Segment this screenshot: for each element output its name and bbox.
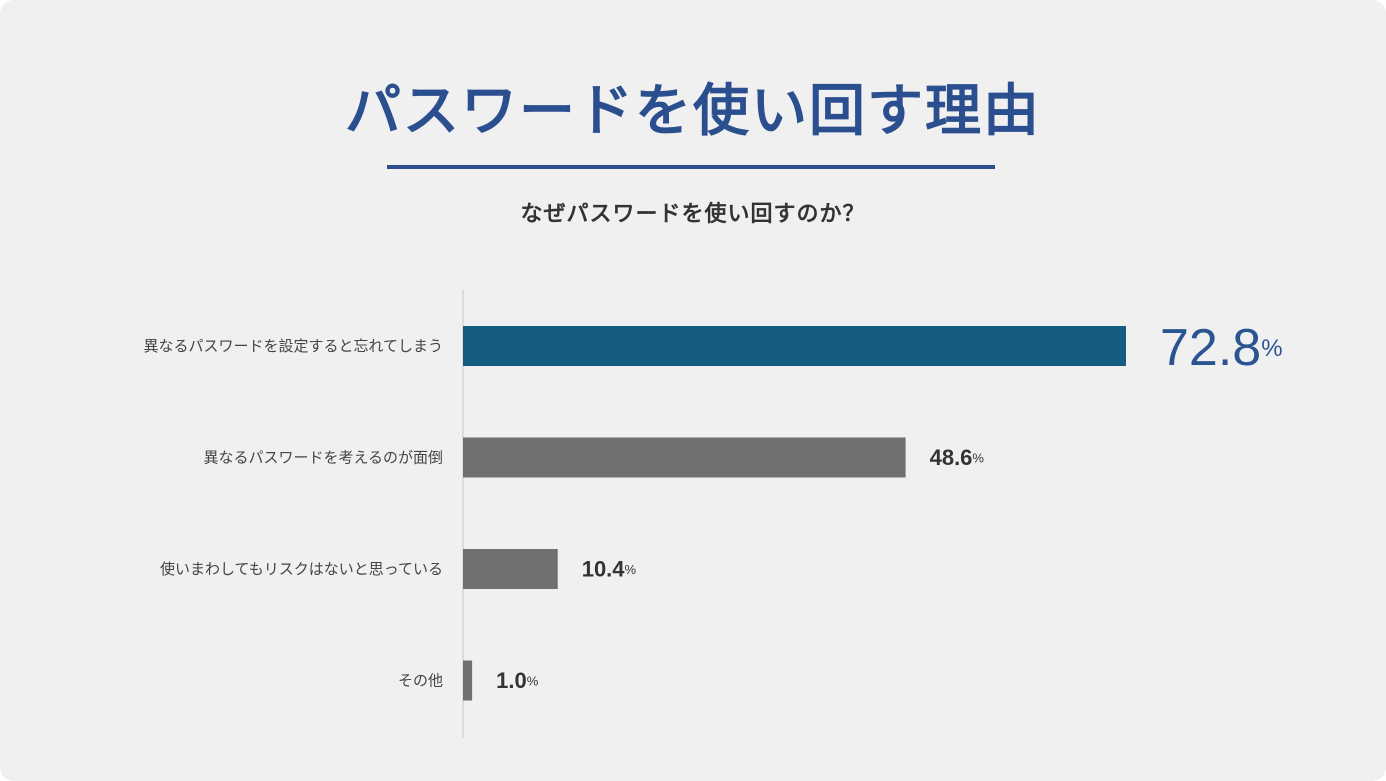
chart-subtitle: なぜパスワードを使い回すのか？ bbox=[520, 202, 866, 227]
title-underline bbox=[387, 165, 995, 169]
category-label: 異なるパスワードを設定すると忘れてしまう bbox=[143, 337, 443, 355]
bar bbox=[463, 660, 473, 701]
value-label: 10.4% bbox=[582, 557, 637, 582]
bar-highlight bbox=[463, 326, 1126, 366]
bar bbox=[463, 549, 558, 589]
category-label: その他 bbox=[398, 672, 443, 690]
value-label: 48.6% bbox=[930, 445, 985, 470]
category-label: 使いまわしてもリスクはないと思っている bbox=[160, 560, 443, 578]
value-label: 72.8% bbox=[1160, 319, 1283, 377]
bar bbox=[463, 437, 906, 478]
category-label: 異なるパスワードを考えるのが面倒 bbox=[203, 449, 443, 467]
chart-title: パスワードを使い回す理由 bbox=[345, 79, 1041, 144]
value-label: 1.0% bbox=[496, 668, 539, 693]
